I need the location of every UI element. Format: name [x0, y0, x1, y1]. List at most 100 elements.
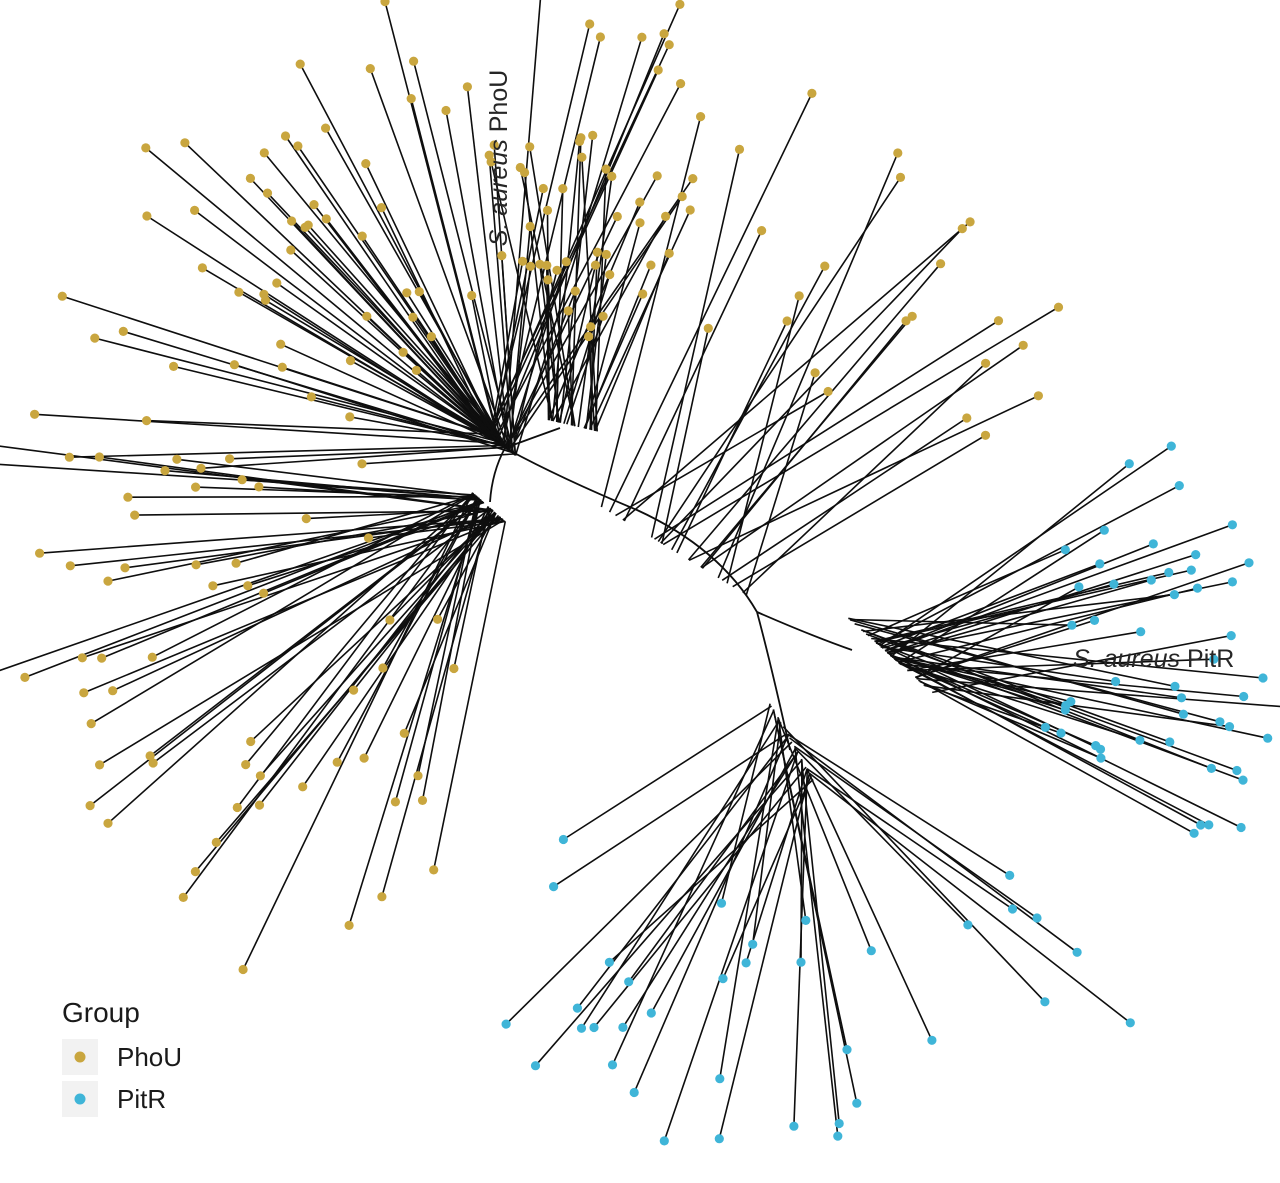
- branch: [782, 726, 1046, 1003]
- branch: [146, 215, 506, 448]
- tip-dot-phou: [293, 141, 303, 151]
- tip-dot-pitr: [1125, 1018, 1135, 1028]
- branch: [0, 445, 494, 512]
- tip-dot-pitr: [1148, 539, 1158, 549]
- tip-dot-phou: [376, 203, 387, 213]
- tip-dot-pitr: [1224, 722, 1235, 732]
- tip-dot-phou: [820, 261, 830, 271]
- branch: [559, 135, 594, 423]
- branch: [726, 295, 800, 584]
- tip-dot-phou: [413, 771, 423, 781]
- tip-dot-phou: [231, 558, 241, 568]
- branch: [505, 741, 793, 1025]
- branch: [514, 36, 643, 456]
- tip-dot-phou: [659, 29, 669, 39]
- branch: [195, 486, 479, 499]
- branch: [887, 652, 1242, 829]
- branch: [365, 163, 500, 442]
- tip-dot-pitr: [558, 834, 569, 845]
- tip-dot-phou: [675, 0, 685, 9]
- branch: [895, 659, 1046, 729]
- tip-dot-pitr: [1072, 947, 1082, 957]
- branch: [717, 152, 899, 579]
- tip-dot-pitr: [801, 915, 811, 926]
- tip-dot-phou: [344, 920, 354, 931]
- tip-dot-pitr: [789, 1121, 799, 1131]
- tip-dot-pitr: [1178, 709, 1188, 719]
- tip-dot-phou: [586, 322, 596, 332]
- branch: [369, 68, 510, 450]
- tip-dot-phou: [172, 454, 182, 464]
- tip-dot-phou: [637, 32, 647, 42]
- tip-dot-phou: [362, 311, 372, 321]
- branch: [551, 141, 581, 422]
- branch: [146, 419, 491, 435]
- tip-dot-phou: [638, 289, 648, 299]
- branch: [349, 416, 503, 446]
- tip-dot-phou: [757, 226, 767, 236]
- tip-dot-pitr: [741, 958, 751, 968]
- branch: [503, 0, 542, 446]
- branch: [523, 172, 553, 421]
- branch: [151, 492, 475, 658]
- tip-dot-phou: [688, 174, 698, 184]
- branch: [880, 563, 1101, 648]
- branch: [654, 320, 999, 540]
- branch: [184, 142, 505, 446]
- branch: [622, 221, 971, 521]
- tip-dot-phou: [254, 800, 265, 810]
- tip-dot-pitr: [604, 957, 615, 967]
- branch: [229, 446, 507, 460]
- branch: [600, 116, 702, 508]
- tip-dot-phou: [601, 164, 611, 174]
- tip-dot-pitr: [1176, 693, 1187, 703]
- branch: [304, 226, 499, 441]
- branch: [914, 562, 1250, 679]
- tip-dot-phou: [385, 615, 395, 625]
- branch: [123, 330, 506, 448]
- tip-dot-pitr: [646, 1008, 656, 1018]
- tip-dot-phou: [525, 221, 535, 232]
- branch: [918, 679, 1195, 834]
- branch: [0, 463, 476, 496]
- tip-dot-phou: [357, 231, 367, 241]
- tip-dot-pitr: [1174, 481, 1184, 491]
- branch: [89, 499, 483, 807]
- tip-dot-pitr: [1263, 733, 1273, 743]
- tip-dot-phou: [277, 362, 287, 372]
- tip-dot-phou: [280, 131, 291, 141]
- tip-dot-phou: [86, 719, 96, 729]
- tip-dot-phou: [489, 140, 499, 150]
- legend-label-pitr: PitR: [117, 1084, 166, 1114]
- tip-dot-phou: [309, 200, 319, 210]
- tip-dot-phou: [79, 688, 89, 698]
- tip-dot-phou: [345, 412, 355, 422]
- tip-dot-phou: [398, 347, 408, 357]
- tip-dot-pitr: [1239, 691, 1249, 702]
- tip-dot-phou: [980, 430, 991, 440]
- tip-dot-pitr: [1186, 565, 1196, 575]
- tip-dot-pitr: [1227, 520, 1237, 530]
- branch: [182, 498, 481, 898]
- tip-dot-pitr: [963, 920, 973, 930]
- branch: [806, 768, 1013, 910]
- tip-dot-phou: [345, 356, 356, 366]
- branch: [145, 147, 507, 449]
- branch: [247, 507, 491, 587]
- branch: [348, 499, 482, 926]
- spine-branch: [756, 611, 853, 651]
- tip-dot-pitr: [714, 1134, 724, 1144]
- tip-dot-phou: [907, 311, 917, 321]
- tip-dot-phou: [1053, 302, 1064, 312]
- tip-dot-pitr: [1204, 820, 1214, 830]
- tip-dot-phou: [601, 249, 611, 260]
- tip-dot-phou: [160, 466, 170, 476]
- branch: [893, 658, 1202, 826]
- tip-dot-pitr: [748, 939, 758, 949]
- tip-dot-phou: [703, 323, 713, 333]
- branch: [412, 61, 515, 455]
- annotation-s-aureus-pitr: S. aureus PitR: [1073, 645, 1234, 673]
- tip-dot-phou: [35, 548, 45, 558]
- tip-dot-phou: [417, 795, 428, 806]
- tip-dot-pitr: [1170, 681, 1180, 692]
